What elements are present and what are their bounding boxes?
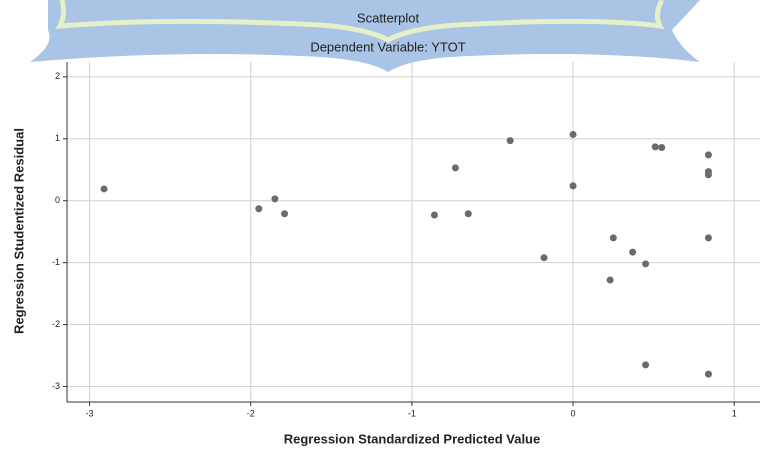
chart-title: Scatterplot — [357, 10, 420, 25]
point — [705, 171, 712, 178]
point — [629, 249, 636, 256]
point — [101, 185, 108, 192]
y-tick-label: 2 — [55, 71, 60, 81]
y-tick-label: -1 — [52, 257, 60, 267]
chart: Scatterplot Dependent Variable: YTOT Reg… — [0, 0, 762, 449]
x-tick-label: 1 — [732, 408, 737, 418]
point — [705, 151, 712, 158]
y-tick-label: -2 — [52, 319, 60, 329]
y-tick-label: -3 — [52, 381, 60, 391]
point — [610, 234, 617, 241]
point — [452, 164, 459, 171]
x-tick-label: -3 — [86, 408, 94, 418]
point — [507, 137, 514, 144]
point — [705, 371, 712, 378]
y-tick-label: 1 — [55, 133, 60, 143]
point — [271, 195, 278, 202]
point — [642, 361, 649, 368]
point — [607, 276, 614, 283]
point — [541, 254, 548, 261]
x-tick-label: 0 — [571, 408, 576, 418]
point — [431, 211, 438, 218]
point — [642, 260, 649, 267]
point — [705, 234, 712, 241]
x-tick-label: -1 — [408, 408, 416, 418]
point — [465, 210, 472, 217]
y-axis-label: Regression Studentized Residual — [11, 128, 26, 334]
x-axis-label: Regression Standardized Predicted Value — [284, 431, 540, 446]
point — [652, 143, 659, 150]
point — [255, 205, 262, 212]
point — [570, 182, 577, 189]
point — [658, 144, 665, 151]
point — [570, 131, 577, 138]
chart-subtitle: Dependent Variable: YTOT — [310, 39, 465, 54]
y-tick-label: 0 — [55, 195, 60, 205]
point — [281, 210, 288, 217]
x-tick-label: -2 — [247, 408, 255, 418]
